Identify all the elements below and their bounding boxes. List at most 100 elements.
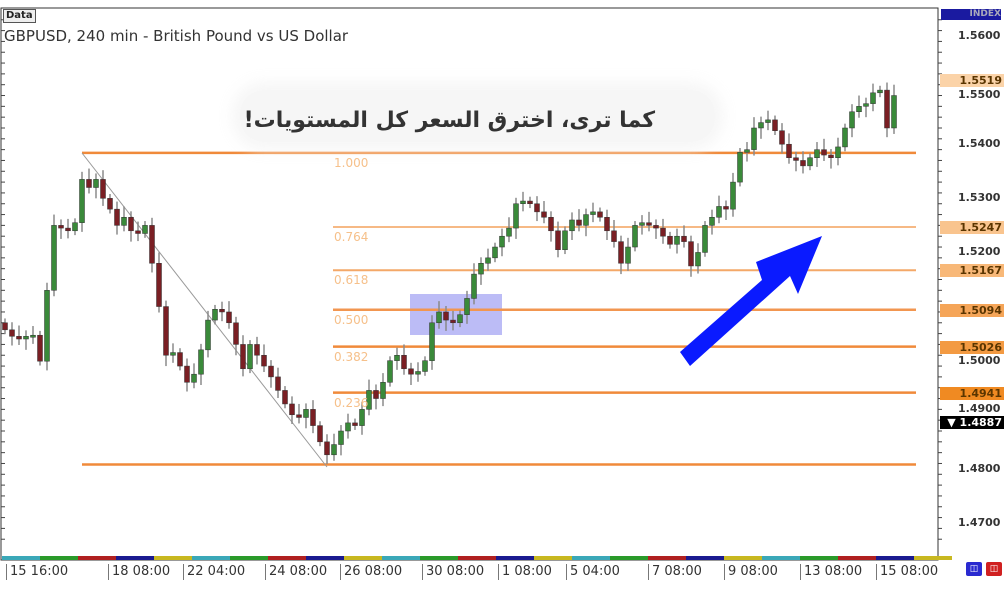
fib-level-label: 0.618 <box>334 273 369 288</box>
session-strip <box>230 556 268 560</box>
candle-body <box>380 382 386 399</box>
level-price-tag: 1.5519 <box>940 73 1004 87</box>
data-tag[interactable]: Data <box>3 9 36 23</box>
candle-body <box>758 122 764 129</box>
candle-body <box>303 409 309 418</box>
candle-body <box>170 352 176 356</box>
candle-body <box>695 252 701 267</box>
session-strip <box>724 556 762 560</box>
candle-body <box>478 263 484 275</box>
candle-body <box>737 152 743 183</box>
candle-body <box>618 241 624 264</box>
scroll-left-button[interactable]: ◫ <box>966 562 982 576</box>
annotation-banner <box>240 90 715 142</box>
candle-body <box>653 225 659 229</box>
candle-body <box>625 246 631 264</box>
scroll-right-button[interactable]: ◫ <box>986 562 1002 576</box>
candle-body <box>590 211 596 215</box>
candle-body <box>821 149 827 156</box>
candle-body <box>842 127 848 148</box>
candle-body <box>422 360 428 372</box>
candle-body <box>506 227 512 237</box>
candle-body <box>443 311 449 321</box>
candle-body <box>254 344 260 356</box>
candle-body <box>394 354 400 361</box>
session-strip <box>154 556 192 560</box>
candle-body <box>373 390 379 399</box>
candle-body <box>779 130 785 145</box>
candle-body <box>485 257 491 264</box>
candle-body <box>93 179 99 188</box>
x-tick-label: 15 08:00 <box>876 564 938 580</box>
price-tag-text: 1.5519 <box>959 73 1002 87</box>
candle-body <box>79 179 85 223</box>
session-strip <box>268 556 306 560</box>
fib-level-label: 0.764 <box>334 230 369 244</box>
candle-body <box>331 444 337 456</box>
candle-body <box>597 211 603 218</box>
y-tick-label: 1.4800 <box>958 461 1001 475</box>
candle-body <box>408 368 414 375</box>
session-strip <box>344 556 382 560</box>
index-header: INDEX <box>941 9 1001 20</box>
session-strip <box>306 556 344 560</box>
candle-body <box>709 217 715 226</box>
candle-body <box>681 235 687 242</box>
candle-body <box>23 336 29 340</box>
level-price-tag: 1.5026 <box>940 340 1004 354</box>
price-tag-text: 1.5167 <box>959 264 1002 278</box>
candle-body <box>562 230 568 250</box>
y-tick-label: 1.5300 <box>958 191 1001 205</box>
session-strip <box>876 556 914 560</box>
candle-body <box>247 344 253 370</box>
y-tick-label: 1.5000 <box>958 353 1001 367</box>
candle-body <box>37 334 43 362</box>
session-strip <box>838 556 876 560</box>
candle-body <box>611 230 617 242</box>
candle-body <box>345 422 351 432</box>
session-strip <box>496 556 534 560</box>
candle-body <box>716 206 722 218</box>
candle-body <box>387 360 393 383</box>
candle-body <box>520 200 526 204</box>
candle-body <box>646 222 652 226</box>
candle-body <box>2 322 8 331</box>
x-tick-label: 24 08:00 <box>265 564 327 580</box>
candle-body <box>268 365 274 378</box>
price-tag-text: 1.5026 <box>959 340 1002 354</box>
candle-body <box>338 430 344 445</box>
candle-body <box>667 235 673 245</box>
session-strip <box>686 556 724 560</box>
fib-level-label: 1.000 <box>334 155 369 170</box>
candle-body <box>555 230 561 250</box>
candle-body <box>877 89 883 94</box>
candle-body <box>870 92 876 104</box>
y-tick-label: 1.5400 <box>958 137 1001 151</box>
candle-body <box>135 230 141 234</box>
candle-body <box>58 225 64 229</box>
candle-body <box>114 208 120 226</box>
candle-body <box>198 349 204 375</box>
candle-body <box>72 222 78 232</box>
candle-body <box>100 179 106 199</box>
candle-body <box>240 344 246 370</box>
candle-body <box>317 425 323 443</box>
x-tick-label: 1 08:00 <box>498 564 552 580</box>
session-strip <box>572 556 610 560</box>
candle-body <box>436 311 442 324</box>
candle-body <box>233 322 239 345</box>
candle-body <box>156 263 162 307</box>
candle-body <box>44 290 50 362</box>
candle-body <box>744 149 750 153</box>
session-strip <box>2 556 40 560</box>
x-tick-label: 7 08:00 <box>648 564 702 580</box>
candle-body <box>30 334 36 338</box>
candle-body <box>639 222 645 226</box>
x-tick-label: 13 08:00 <box>800 564 862 580</box>
x-tick-label: 5 04:00 <box>566 564 620 580</box>
candle-body <box>527 200 533 204</box>
candle-body <box>149 225 155 264</box>
candle-body <box>835 146 841 158</box>
candle-body <box>205 319 211 351</box>
